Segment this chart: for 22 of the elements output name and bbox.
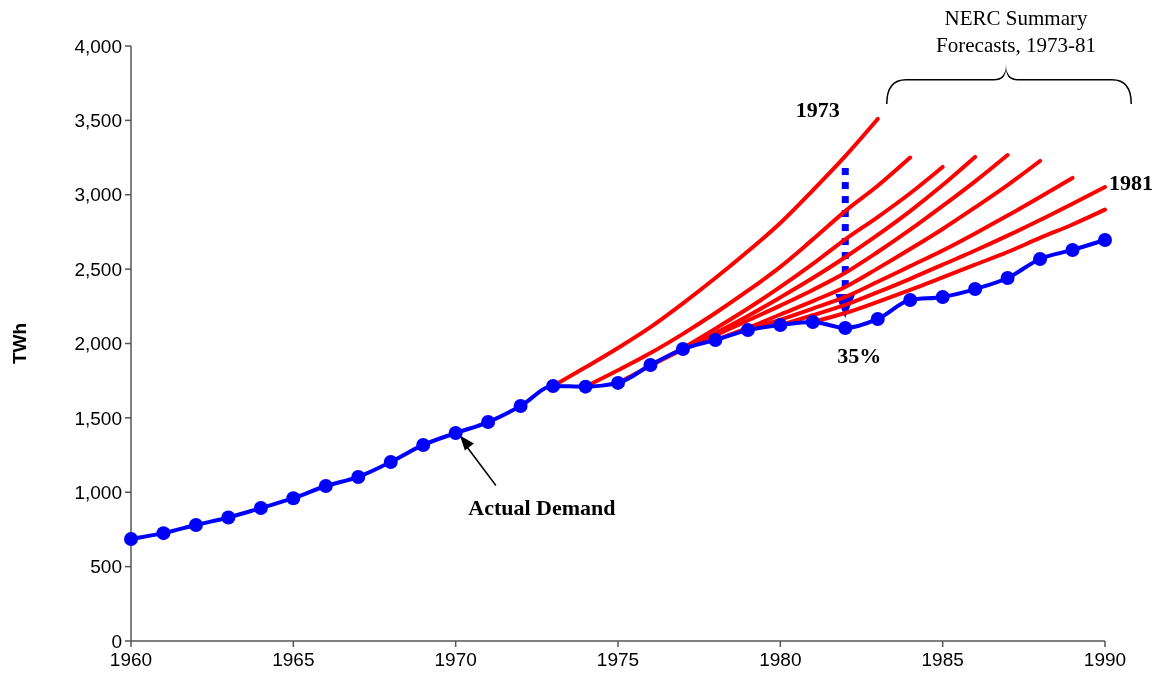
x-tick-label: 1960 [109,649,153,670]
x-tick-label: 1990 [1083,649,1127,670]
text: Actual Demand [468,494,616,520]
series-label: 1981 [1109,169,1153,195]
x-tick-label: 1965 [272,649,315,670]
y-tick-label: 1,000 [74,481,122,503]
annotation: NERC Summary Forecasts, 1973-81 [936,6,1096,57]
y-tick-label: 1,500 [74,407,122,429]
y-tick-label: 2,000 [74,333,122,355]
x-tick-label: 1975 [596,649,640,670]
annotation: 35% [837,343,882,369]
y-tick-label: 0 [111,630,122,652]
series-label: 1973 [795,96,840,122]
y-tick-label: 3,000 [74,184,122,206]
y-tick-label: 2,500 [74,258,122,280]
y-tick-label: 3,500 [74,110,122,132]
x-tick-label: 1980 [759,649,802,670]
y-tick-label: 4,000 [74,35,122,57]
y-axis-title: TWh [9,322,30,365]
y-tick-label: 500 [90,556,122,578]
x-tick-label: 1970 [434,649,477,670]
x-tick-label: 1985 [921,649,964,670]
